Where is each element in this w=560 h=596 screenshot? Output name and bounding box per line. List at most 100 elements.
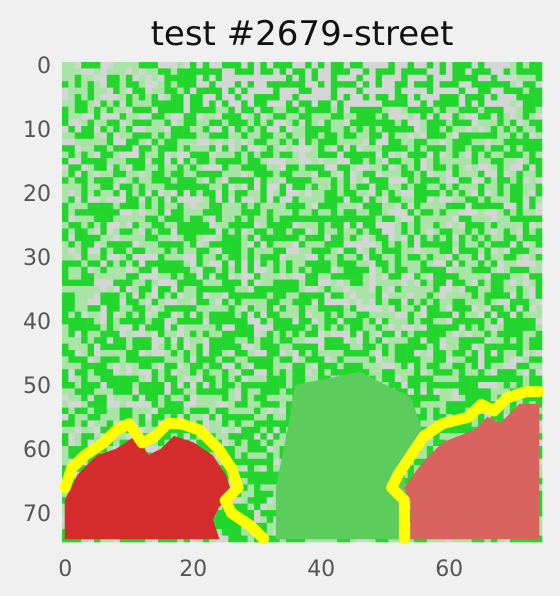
heatmap-cell [305, 330, 312, 338]
heatmap-cell [369, 145, 376, 152]
heatmap-cell [62, 202, 69, 210]
heatmap-cell [388, 286, 396, 293]
heatmap-cell [471, 113, 479, 120]
heatmap-cell [452, 394, 460, 402]
heatmap-cell [266, 87, 274, 95]
heatmap-cell [62, 132, 69, 140]
heatmap-cell [318, 369, 325, 376]
heatmap-cell [420, 318, 428, 325]
heatmap-cell [535, 234, 543, 242]
heatmap-cell [362, 202, 370, 210]
heatmap-cell [414, 273, 421, 280]
heatmap-cell [241, 196, 248, 204]
heatmap-cell [209, 119, 216, 127]
heatmap-cell [81, 279, 88, 287]
heatmap-cell [100, 119, 108, 127]
heatmap-cell [433, 241, 440, 248]
heatmap-cell [516, 190, 524, 197]
heatmap-cell [62, 100, 69, 108]
heatmap-cell [394, 62, 402, 69]
heatmap-cell [388, 337, 396, 344]
heatmap-cell [273, 158, 280, 165]
heatmap-cell [138, 100, 146, 108]
heatmap-cell [164, 138, 172, 146]
heatmap-cell [94, 298, 101, 306]
heatmap-cell [318, 62, 325, 69]
heatmap-cell [94, 273, 101, 280]
heatmap-cell [138, 356, 146, 364]
heatmap-cell [202, 215, 210, 223]
heatmap-cell [279, 407, 287, 415]
heatmap-cell [465, 106, 472, 114]
heatmap-cell [222, 343, 229, 351]
heatmap-cell [446, 164, 453, 172]
heatmap-cell [529, 190, 536, 197]
heatmap-cell [375, 132, 383, 140]
heatmap-cell [202, 87, 210, 95]
heatmap-cell [375, 138, 383, 146]
heatmap-cell [190, 273, 197, 280]
heatmap-cell [273, 62, 280, 69]
heatmap-cell [177, 81, 184, 88]
heatmap-cell [356, 94, 364, 101]
heatmap-cell [337, 343, 344, 351]
heatmap-cell [465, 138, 472, 146]
heatmap-cell [426, 420, 434, 428]
heatmap-cell [138, 177, 146, 184]
heatmap-cell [452, 324, 460, 332]
heatmap-cell [298, 164, 306, 172]
heatmap-cell [286, 132, 293, 140]
heatmap-cell [228, 356, 236, 364]
heatmap-cell [298, 126, 306, 133]
heatmap-cell [126, 177, 133, 184]
heatmap-cell [522, 241, 530, 248]
heatmap-cell [497, 273, 504, 280]
heatmap-cell [503, 234, 511, 242]
heatmap-cell [324, 350, 332, 357]
heatmap-cell [164, 414, 172, 421]
heatmap-cell [362, 222, 370, 229]
heatmap-cell [516, 222, 524, 229]
heatmap-cell [478, 343, 485, 351]
heatmap-cell [151, 151, 159, 159]
heatmap-cell [337, 228, 344, 236]
heatmap-cell [209, 164, 216, 172]
heatmap-cell [388, 279, 396, 287]
heatmap-cell [420, 279, 428, 287]
heatmap-cell [177, 145, 184, 152]
heatmap-cell [132, 247, 140, 255]
heatmap-cell [433, 68, 440, 76]
heatmap-cell [106, 247, 114, 255]
heatmap-cell [292, 190, 300, 197]
heatmap-cell [164, 266, 172, 274]
heatmap-cell [100, 209, 108, 216]
heatmap-cell [529, 215, 536, 223]
heatmap-cell [106, 119, 114, 127]
heatmap-cell [414, 81, 421, 88]
heatmap-cell [407, 286, 415, 293]
heatmap-cell [113, 74, 120, 82]
heatmap-cell [196, 81, 204, 88]
heatmap-cell [407, 177, 415, 184]
heatmap-cell [522, 394, 530, 402]
heatmap-cell [452, 401, 460, 408]
heatmap-cell [126, 234, 133, 242]
heatmap-cell [164, 330, 172, 338]
heatmap-cell [138, 286, 146, 293]
heatmap-cell [273, 119, 280, 127]
heatmap-cell [516, 183, 524, 191]
heatmap-cell [318, 158, 325, 165]
heatmap-cell [375, 196, 383, 204]
heatmap-cell [535, 254, 543, 261]
heatmap-cell [94, 126, 101, 133]
heatmap-cell [158, 356, 165, 364]
heatmap-cell [209, 196, 216, 204]
heatmap-cell [503, 132, 511, 140]
heatmap-cell [362, 273, 370, 280]
heatmap-cell [228, 298, 236, 306]
heatmap-cell [490, 298, 498, 306]
heatmap-cell [260, 343, 268, 351]
heatmap-cell [241, 375, 248, 383]
heatmap-cell [497, 375, 504, 383]
heatmap-cell [126, 222, 133, 229]
